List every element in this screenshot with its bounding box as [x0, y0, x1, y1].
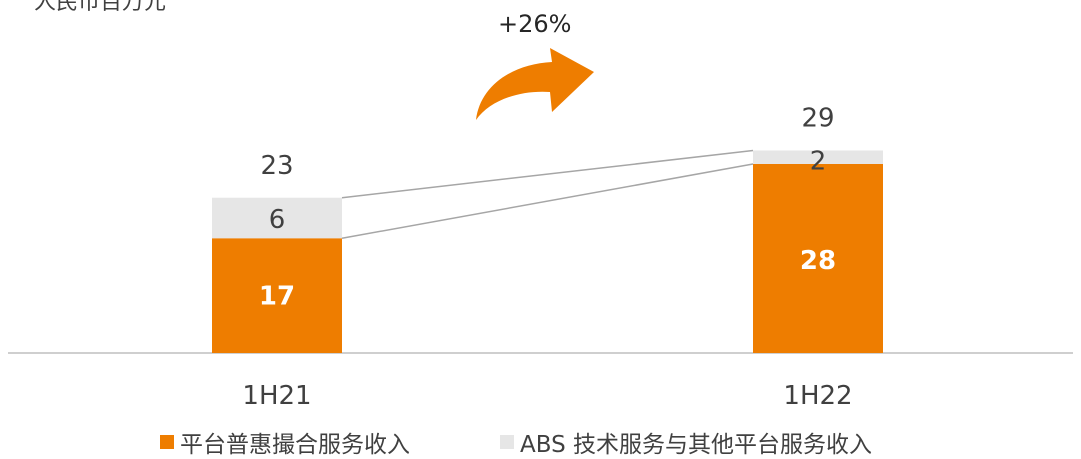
bar-segment-1h22-series1: [753, 150, 883, 164]
bar-segment-1h21-series1: [212, 197, 342, 239]
x-tick-label-1h22: 1H22: [783, 381, 852, 411]
legend-swatch-platform: [160, 435, 174, 449]
legend-label-platform: 平台普惠撮合服务收入: [180, 432, 410, 458]
legend: 平台普惠撮合服务收入 ABS 技术服务与其他平台服务收入: [0, 425, 1081, 458]
data-label-platform-1h21: 17: [259, 282, 295, 312]
total-label-1h22: 29: [801, 104, 834, 134]
legend-label-abs: ABS 技术服务与其他平台服务收入: [520, 432, 873, 458]
unit-label: 人民币百万元: [34, 0, 167, 15]
data-label-abs-1h22: 2: [810, 147, 827, 177]
stacked-bar-chart: 17 6 23 1H21 28 2 29 1H22: [8, 48, 1073, 411]
total-label-1h21: 23: [260, 151, 293, 181]
connector-line-platform: [341, 163, 754, 239]
bar-segment-1h22-series0: [753, 164, 883, 353]
growth-arrow-icon: [476, 48, 594, 120]
legend-item-abs: ABS 技术服务与其他平台服务收入: [500, 425, 872, 459]
connector-line-total: [341, 149, 754, 199]
data-label-platform-1h22: 28: [800, 246, 836, 276]
growth-label: +26%: [498, 10, 572, 38]
x-tick-label-1h21: 1H21: [242, 381, 311, 411]
legend-swatch-abs: [500, 435, 514, 449]
data-label-abs-1h21: 6: [269, 205, 286, 235]
legend-item-platform: 平台普惠撮合服务收入: [160, 425, 410, 459]
bar-segment-1h21-series0: [212, 238, 342, 353]
